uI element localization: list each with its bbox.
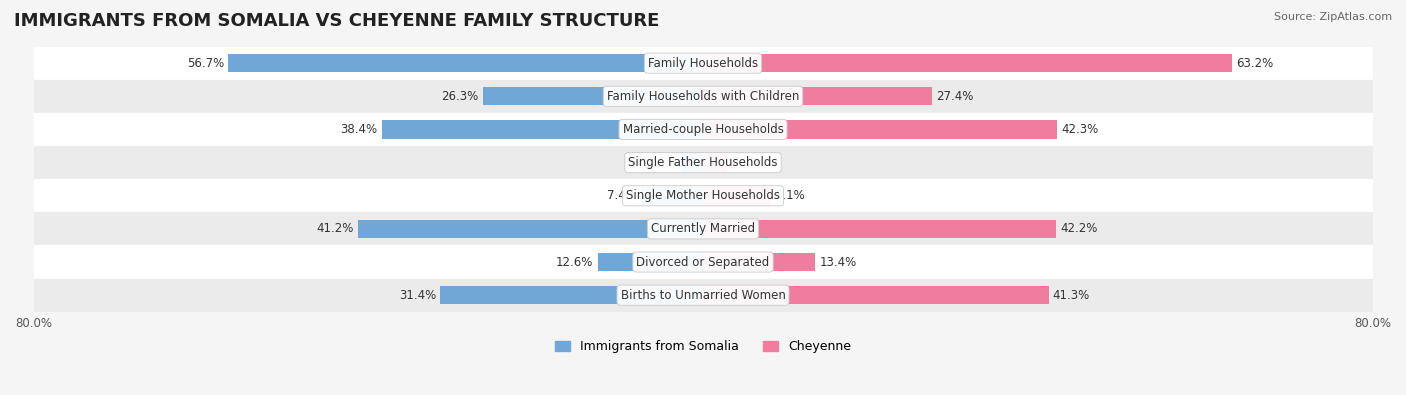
Text: Births to Unmarried Women: Births to Unmarried Women (620, 289, 786, 302)
Bar (682, 154, 703, 172)
Bar (703, 286, 1049, 304)
Text: 63.2%: 63.2% (1236, 56, 1274, 70)
Bar (482, 87, 703, 105)
Bar (440, 286, 703, 304)
Bar (703, 154, 727, 172)
Bar (598, 253, 703, 271)
Bar (34, 146, 1372, 179)
Text: 7.4%: 7.4% (607, 189, 637, 202)
Text: 27.4%: 27.4% (936, 90, 974, 103)
Bar (34, 213, 1372, 245)
Text: 56.7%: 56.7% (187, 56, 225, 70)
Text: 42.3%: 42.3% (1062, 123, 1098, 136)
Text: Currently Married: Currently Married (651, 222, 755, 235)
Text: 42.2%: 42.2% (1060, 222, 1098, 235)
Text: Married-couple Households: Married-couple Households (623, 123, 783, 136)
Bar (381, 120, 703, 139)
Bar (34, 47, 1372, 80)
Bar (641, 186, 703, 205)
Text: 31.4%: 31.4% (399, 289, 436, 302)
Text: 2.5%: 2.5% (648, 156, 678, 169)
Text: 12.6%: 12.6% (555, 256, 593, 269)
Text: 41.2%: 41.2% (316, 222, 354, 235)
Text: Divorced or Separated: Divorced or Separated (637, 256, 769, 269)
Bar (703, 120, 1057, 139)
Text: Source: ZipAtlas.com: Source: ZipAtlas.com (1274, 12, 1392, 22)
Legend: Immigrants from Somalia, Cheyenne: Immigrants from Somalia, Cheyenne (554, 340, 852, 353)
Text: Family Households with Children: Family Households with Children (607, 90, 799, 103)
Bar (229, 54, 703, 72)
Text: Single Mother Households: Single Mother Households (626, 189, 780, 202)
Bar (703, 220, 1056, 238)
Bar (34, 113, 1372, 146)
Bar (703, 186, 770, 205)
Bar (34, 245, 1372, 278)
Text: IMMIGRANTS FROM SOMALIA VS CHEYENNE FAMILY STRUCTURE: IMMIGRANTS FROM SOMALIA VS CHEYENNE FAMI… (14, 12, 659, 30)
Text: Family Households: Family Households (648, 56, 758, 70)
Text: 8.1%: 8.1% (775, 189, 804, 202)
Bar (703, 87, 932, 105)
Bar (359, 220, 703, 238)
Text: Single Father Households: Single Father Households (628, 156, 778, 169)
Bar (34, 278, 1372, 312)
Text: 38.4%: 38.4% (340, 123, 377, 136)
Text: 41.3%: 41.3% (1053, 289, 1090, 302)
Text: 13.4%: 13.4% (820, 256, 856, 269)
Text: 2.9%: 2.9% (731, 156, 761, 169)
Bar (34, 179, 1372, 213)
Text: 26.3%: 26.3% (441, 90, 478, 103)
Bar (703, 54, 1232, 72)
Bar (34, 80, 1372, 113)
Bar (703, 253, 815, 271)
